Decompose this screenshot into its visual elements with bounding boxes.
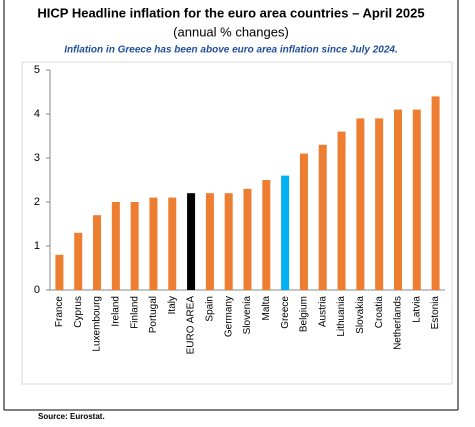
x-tick-label: Ireland [110, 296, 121, 327]
x-tick-label: EURO AREA [186, 296, 197, 355]
y-tick-label: 0 [34, 284, 40, 296]
bar [431, 96, 440, 291]
x-tick-label: Italy [167, 296, 178, 314]
x-tick-label: Slovenia [242, 296, 253, 335]
x-tick-label: Germany [223, 296, 234, 337]
bar [337, 131, 346, 290]
x-tick-label: Portugal [148, 296, 159, 333]
bar [205, 193, 214, 290]
bar [243, 188, 252, 290]
x-tick-label: Luxembourg [92, 296, 103, 352]
bar [412, 109, 421, 290]
y-tick-label: 5 [34, 64, 40, 76]
x-tick-label: Spain [205, 296, 216, 322]
y-tick-label: 1 [34, 240, 40, 252]
y-tick-label: 3 [34, 152, 40, 164]
x-tick-label: Slovakia [355, 296, 366, 334]
x-tick-label: Belgium [299, 296, 310, 332]
source: Source: Eurostat. [38, 412, 105, 421]
x-tick-label: Netherlands [393, 296, 404, 350]
bar [93, 215, 102, 290]
bar [130, 202, 139, 290]
bar [168, 197, 177, 290]
bar [299, 153, 308, 290]
bar [55, 254, 64, 290]
plot-frame [21, 61, 453, 385]
bar [393, 109, 402, 290]
y-tick-label: 2 [34, 196, 40, 208]
chart-subtitle: (annual % changes) [173, 24, 289, 39]
bar [262, 180, 271, 290]
bar [111, 202, 120, 290]
y-tick-label: 4 [34, 108, 40, 120]
chart-title: HICP Headline inflation for the euro are… [37, 5, 424, 20]
annotation: Inflation in Greece has been above euro … [64, 45, 397, 56]
bar [224, 193, 233, 290]
x-tick-label: Estonia [430, 296, 441, 330]
x-tick-label: Cyprus [73, 296, 84, 328]
bar [281, 175, 290, 290]
bar [356, 118, 365, 291]
bar [149, 197, 158, 290]
bar [318, 144, 327, 290]
bar [375, 118, 384, 291]
x-tick-label: Lithuania [336, 296, 347, 337]
bar [74, 232, 83, 290]
x-tick-label: Finland [129, 296, 140, 329]
x-tick-label: Croatia [374, 296, 385, 329]
x-tick-label: Austria [317, 296, 328, 328]
x-tick-label: Latvia [411, 296, 422, 323]
x-tick-label: Greece [280, 296, 291, 329]
bar [187, 193, 196, 290]
x-tick-label: France [54, 296, 65, 328]
x-tick-label: Malta [261, 296, 272, 321]
